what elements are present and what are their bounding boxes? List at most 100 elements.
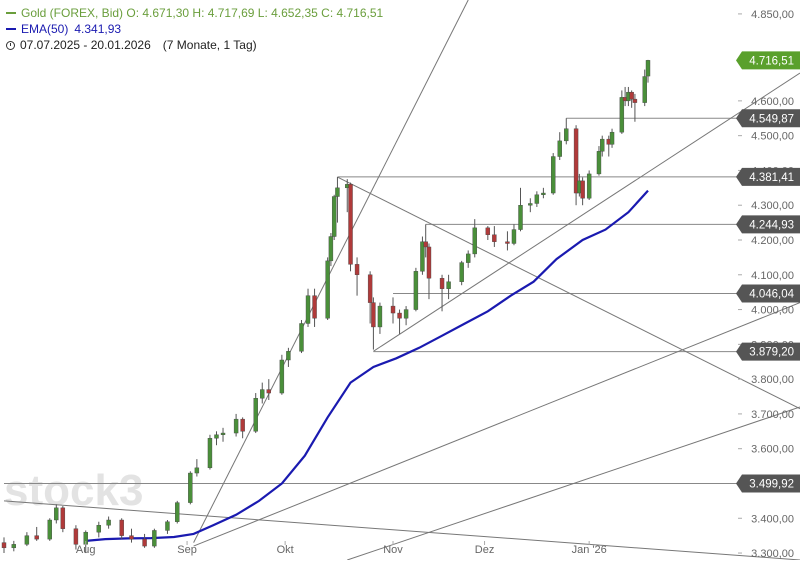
x-tick-label: Jan '26 <box>572 544 607 556</box>
candle-body <box>600 138 605 152</box>
candle <box>325 257 330 320</box>
candle <box>619 90 625 134</box>
candle-body <box>152 530 157 547</box>
candle-body <box>518 205 523 230</box>
candle <box>96 521 102 538</box>
candle-body <box>472 227 477 255</box>
candle <box>423 224 428 258</box>
candle-body <box>266 389 271 394</box>
trendline <box>3 500 800 561</box>
candle-body <box>573 128 579 194</box>
candle-body <box>645 60 651 77</box>
candle-body <box>348 184 353 265</box>
candle <box>348 182 353 272</box>
trendline <box>193 302 800 547</box>
candle <box>446 274 451 300</box>
candle <box>596 146 602 176</box>
candle-body <box>642 76 647 103</box>
candle-body <box>142 538 147 547</box>
level-price-label: 3.879,20 <box>736 342 800 361</box>
candle <box>207 434 213 470</box>
candle <box>175 500 180 524</box>
level-price-label: 4.381,41 <box>736 167 800 186</box>
candle <box>328 233 334 267</box>
candle-body <box>550 156 556 194</box>
candle-body <box>446 281 451 289</box>
trendline <box>193 0 469 543</box>
price-label-box <box>736 342 800 361</box>
candle-body <box>54 507 59 521</box>
candle-body <box>629 91 634 100</box>
y-tick-label: 4.000,00 <box>751 305 794 317</box>
candle <box>466 250 471 268</box>
candle <box>286 347 291 367</box>
x-tick-label: Dez <box>475 544 495 556</box>
candle <box>24 532 30 547</box>
candle <box>541 187 546 199</box>
candle <box>420 236 425 275</box>
watermark-logo: stock3 <box>4 466 143 515</box>
y-tick-label: 4.850,00 <box>751 9 794 21</box>
candle <box>632 93 638 122</box>
price-label-text: 4.549,87 <box>749 113 794 125</box>
candle-body <box>420 241 425 272</box>
x-tick-label: Nov <box>383 544 403 556</box>
y-tick-label: 3.600,00 <box>751 444 794 456</box>
candle <box>266 379 271 400</box>
candle <box>129 528 134 543</box>
trendline <box>347 406 800 561</box>
candle <box>645 59 651 83</box>
price-label-box <box>736 474 800 493</box>
candle <box>573 125 579 206</box>
candle-body <box>390 305 396 314</box>
candle <box>142 533 147 548</box>
candle <box>11 540 17 552</box>
x-tick-label: Sep <box>177 544 197 556</box>
candle <box>73 525 79 550</box>
candle-body <box>165 521 170 531</box>
candle-body <box>11 544 17 549</box>
y-tick-label: 3.400,00 <box>751 513 794 525</box>
level-price-label: 4.549,87 <box>736 109 800 128</box>
gold-ohlc-text: Gold (FOREX, Bid) O: 4.671,30 H: 4.717,6… <box>21 6 384 20</box>
candle-body <box>609 131 615 145</box>
candle <box>413 267 419 312</box>
candle-body <box>312 295 317 319</box>
level-price-label: 3.499,92 <box>736 474 800 493</box>
candle <box>505 231 510 251</box>
candle-body <box>439 278 445 289</box>
candle <box>629 90 634 108</box>
legend-row-ema: EMA(50) 4.341,93 <box>6 21 383 37</box>
gold-series-swatch <box>6 12 16 14</box>
candle <box>511 224 517 246</box>
y-tick-label: 4.500,00 <box>751 131 794 143</box>
candle-body <box>253 398 258 432</box>
candle-body <box>47 519 52 540</box>
candle-body <box>541 192 546 195</box>
candle <box>377 302 383 334</box>
candle-body <box>34 535 39 540</box>
candle <box>47 518 52 541</box>
candle-body <box>175 502 180 522</box>
candle-body <box>397 312 402 319</box>
candle <box>609 128 615 148</box>
price-label-text: 3.499,92 <box>749 479 794 491</box>
candle <box>550 153 556 195</box>
candle-body <box>354 264 360 275</box>
candle-body <box>279 359 285 394</box>
candle <box>518 187 523 232</box>
candle <box>54 504 59 524</box>
candle <box>580 177 585 206</box>
ema-series-swatch <box>6 28 16 30</box>
candle-body <box>377 305 383 328</box>
candle-body <box>194 467 200 474</box>
candle <box>472 219 477 258</box>
candle-body <box>423 241 428 248</box>
y-tick-label: 3.800,00 <box>751 374 794 386</box>
candle <box>253 393 258 434</box>
candle-body <box>96 525 102 533</box>
level-price-label: 4.046,04 <box>736 284 800 303</box>
candle-body <box>459 262 464 282</box>
